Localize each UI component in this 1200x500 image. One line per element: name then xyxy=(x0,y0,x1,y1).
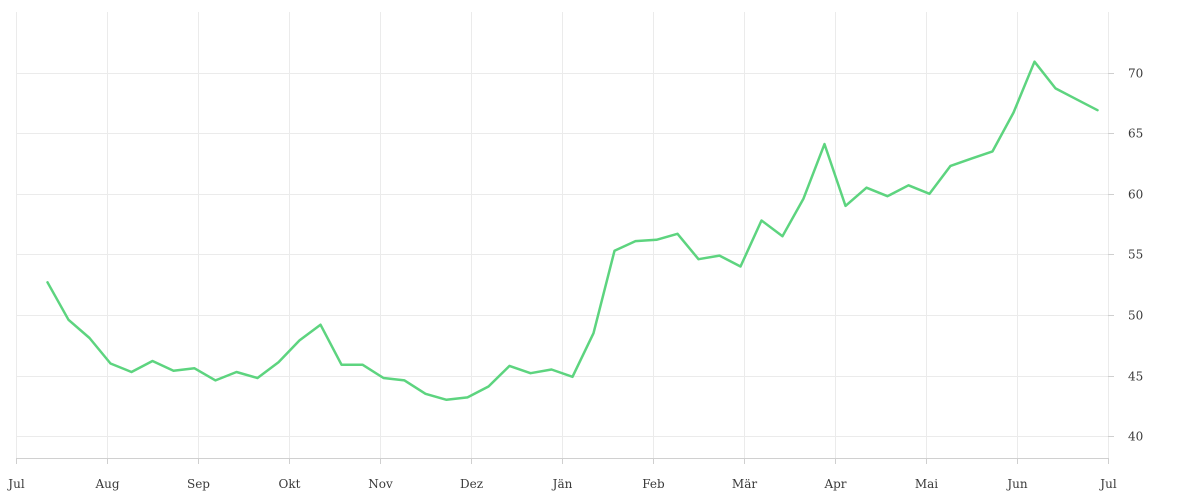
x-tick-label: Mär xyxy=(732,477,757,491)
x-tick-label: Okt xyxy=(279,477,301,491)
y-tick-label: 60 xyxy=(1128,188,1143,202)
y-tick-label: 40 xyxy=(1128,430,1143,444)
x-tick-label: Jul xyxy=(6,477,25,491)
y-tick-label: 65 xyxy=(1128,127,1143,141)
x-tick-label: Jun xyxy=(1005,477,1028,491)
x-tick-label: Nov xyxy=(368,477,393,491)
y-axis-ticks: 40 45 50 55 60 65 70 xyxy=(1108,67,1143,444)
series-line-0 xyxy=(46,60,1099,402)
x-tick-label: Dez xyxy=(460,477,483,491)
x-tick-label: Feb xyxy=(642,477,665,491)
x-axis-ticks: Jul Aug Sep Okt Nov Dez Jän Feb Mär Apr Mai Jun Jul xyxy=(6,458,1117,491)
y-tick-label: 55 xyxy=(1128,248,1143,262)
x-tick-label: Apr xyxy=(823,477,846,491)
series-group xyxy=(46,60,1099,402)
x-tick-label: Aug xyxy=(94,477,119,491)
y-tick-label: 45 xyxy=(1128,370,1143,384)
x-tick-label: Sep xyxy=(187,477,210,491)
x-tick-label: Mai xyxy=(915,477,938,491)
x-tick-label: Jul xyxy=(1098,477,1117,491)
y-tick-label: 70 xyxy=(1128,67,1143,81)
y-tick-label: 50 xyxy=(1128,309,1143,323)
x-gridlines xyxy=(16,12,1109,458)
x-tick-label: Jän xyxy=(551,477,573,491)
